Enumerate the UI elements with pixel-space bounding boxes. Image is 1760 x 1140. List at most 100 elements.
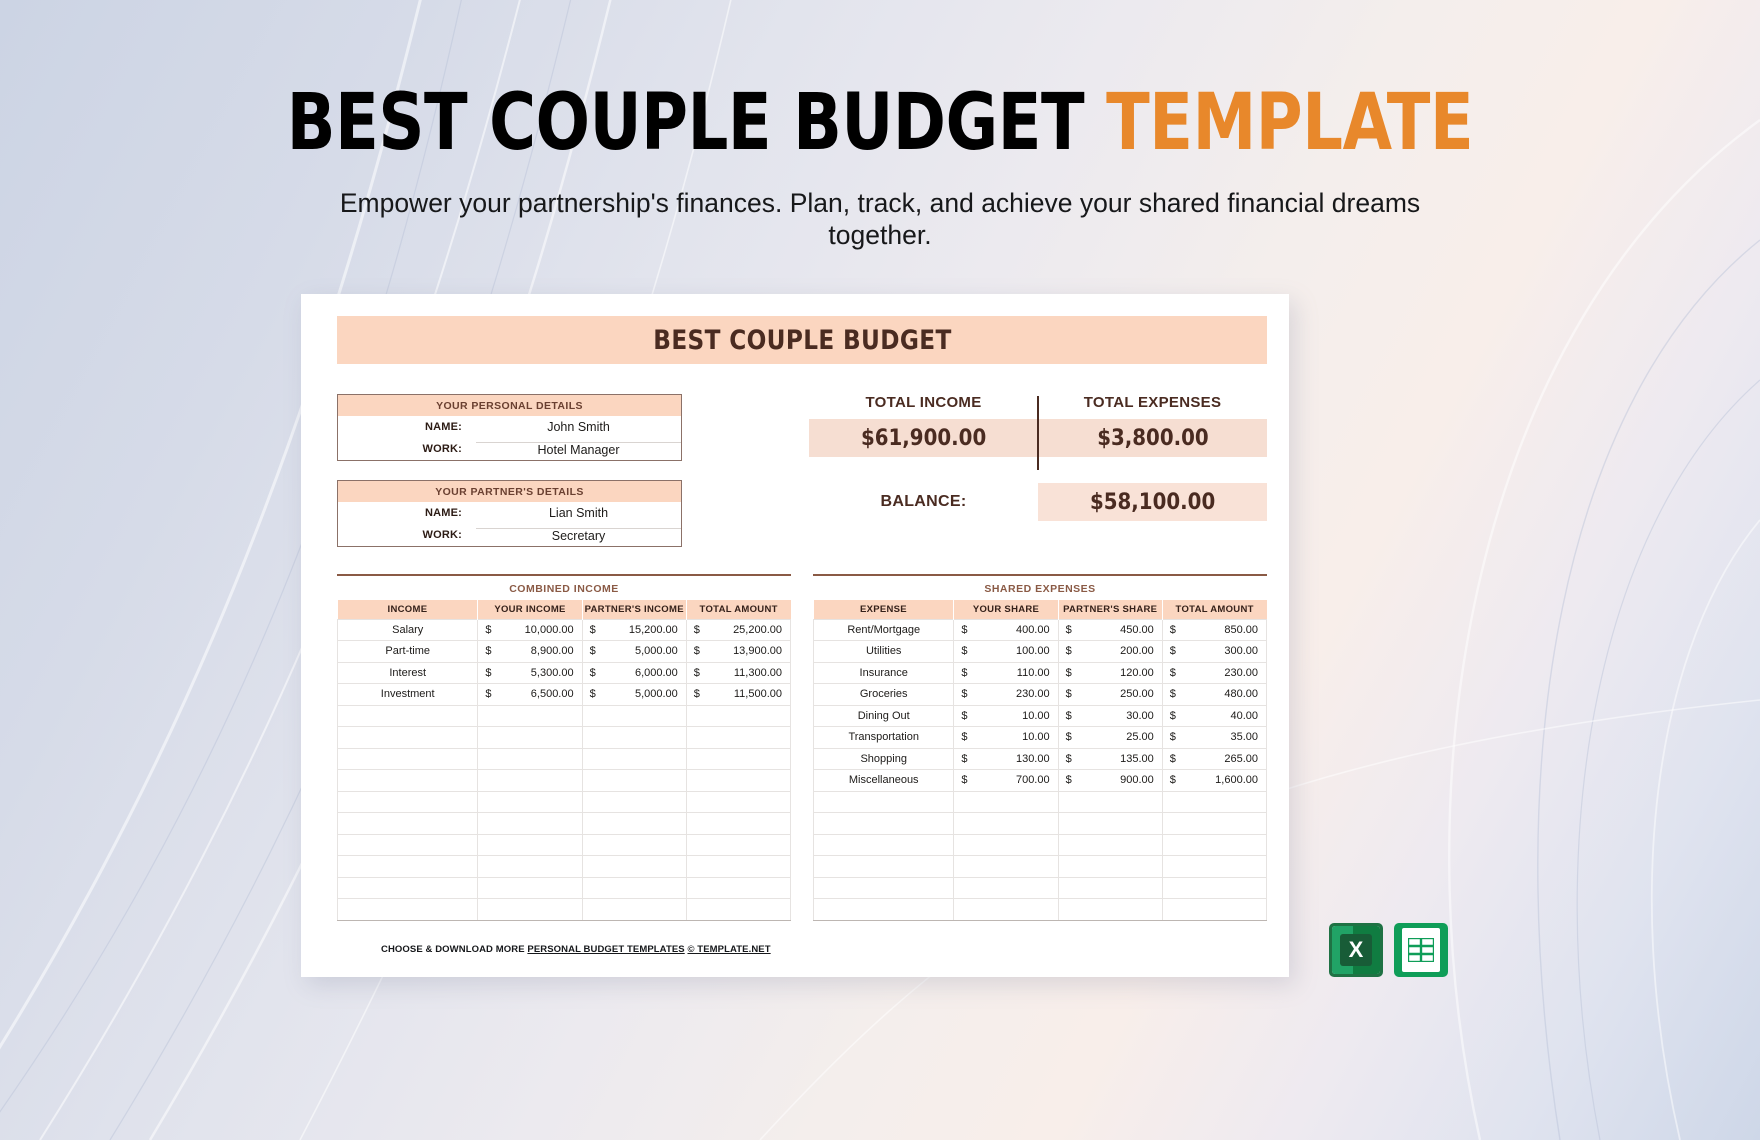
income-row-your[interactable]: [477, 855, 583, 878]
partner-work-value[interactable]: Secretary: [476, 527, 681, 543]
partner-name-value[interactable]: Lian Smith: [548, 506, 609, 520]
expense-row-total[interactable]: $35.00: [1161, 726, 1268, 749]
expense-row-total[interactable]: $1,600.00: [1161, 769, 1268, 792]
income-row-partner[interactable]: $5,000.00: [581, 640, 687, 663]
expense-row-name[interactable]: [812, 898, 955, 921]
income-row-name[interactable]: [336, 769, 479, 792]
income-row-partner[interactable]: $15,200.00: [581, 618, 687, 641]
expense-row-name[interactable]: Transportation: [812, 726, 955, 749]
expense-row-name[interactable]: [812, 833, 955, 856]
expense-row-your[interactable]: $10.00: [953, 726, 1059, 749]
income-row-name[interactable]: [336, 898, 479, 921]
income-row-total[interactable]: $11,500.00: [685, 683, 792, 706]
income-row-your[interactable]: [477, 812, 583, 835]
expense-row-name[interactable]: Shopping: [812, 747, 955, 770]
expense-row-total[interactable]: $850.00: [1161, 618, 1268, 641]
excel-icon[interactable]: X: [1329, 923, 1383, 977]
income-row-name[interactable]: Investment: [336, 683, 479, 706]
income-row-your[interactable]: [477, 898, 583, 921]
expense-row-your[interactable]: $400.00: [953, 618, 1059, 641]
income-row-partner[interactable]: $5,000.00: [581, 683, 687, 706]
income-row-name[interactable]: [336, 704, 479, 727]
expense-row-partner[interactable]: [1057, 898, 1163, 921]
income-row-your[interactable]: [477, 790, 583, 813]
income-row-total[interactable]: [685, 898, 792, 921]
income-row-partner[interactable]: [581, 812, 687, 835]
expense-row-name[interactable]: Miscellaneous: [812, 769, 955, 792]
personal-name-value[interactable]: John Smith: [547, 420, 610, 434]
income-row-your[interactable]: [477, 747, 583, 770]
income-row-partner[interactable]: [581, 769, 687, 792]
income-row-name[interactable]: [336, 833, 479, 856]
expense-row-name[interactable]: Insurance: [812, 661, 955, 684]
income-row-name[interactable]: Interest: [336, 661, 479, 684]
expense-row-partner[interactable]: $135.00: [1057, 747, 1163, 770]
income-row-total[interactable]: [685, 876, 792, 899]
expense-row-total[interactable]: $265.00: [1161, 747, 1268, 770]
income-row-total[interactable]: $25,200.00: [685, 618, 792, 641]
expense-row-your[interactable]: $10.00: [953, 704, 1059, 727]
expense-row-your[interactable]: [953, 790, 1059, 813]
income-row-partner[interactable]: [581, 747, 687, 770]
income-row-name[interactable]: [336, 790, 479, 813]
income-row-partner[interactable]: [581, 704, 687, 727]
income-row-partner[interactable]: [581, 855, 687, 878]
income-row-total[interactable]: [685, 726, 792, 749]
income-row-your[interactable]: $10,000.00: [477, 618, 583, 641]
income-row-name[interactable]: [336, 812, 479, 835]
expense-row-total[interactable]: [1161, 833, 1268, 856]
expense-row-total[interactable]: [1161, 855, 1268, 878]
expense-row-total[interactable]: $300.00: [1161, 640, 1268, 663]
expense-row-name[interactable]: [812, 855, 955, 878]
expense-row-name[interactable]: [812, 790, 955, 813]
expense-row-your[interactable]: [953, 833, 1059, 856]
expense-row-your[interactable]: [953, 855, 1059, 878]
expense-row-your[interactable]: $700.00: [953, 769, 1059, 792]
expense-row-partner[interactable]: $450.00: [1057, 618, 1163, 641]
income-row-your[interactable]: [477, 704, 583, 727]
income-row-total[interactable]: [685, 704, 792, 727]
income-row-partner[interactable]: [581, 726, 687, 749]
expense-row-name[interactable]: Utilities: [812, 640, 955, 663]
expense-row-partner[interactable]: $120.00: [1057, 661, 1163, 684]
expense-row-total[interactable]: [1161, 790, 1268, 813]
expense-row-partner[interactable]: [1057, 812, 1163, 835]
expense-row-partner[interactable]: [1057, 833, 1163, 856]
expense-row-partner[interactable]: $25.00: [1057, 726, 1163, 749]
expense-row-total[interactable]: $230.00: [1161, 661, 1268, 684]
income-row-name[interactable]: [336, 876, 479, 899]
template-net-link[interactable]: © TEMPLATE.NET: [687, 944, 771, 955]
income-row-total[interactable]: [685, 855, 792, 878]
expense-row-your[interactable]: [953, 876, 1059, 899]
income-row-your[interactable]: $6,500.00: [477, 683, 583, 706]
expense-row-name[interactable]: Dining Out: [812, 704, 955, 727]
income-row-your[interactable]: $5,300.00: [477, 661, 583, 684]
income-row-name[interactable]: [336, 855, 479, 878]
income-row-total[interactable]: $13,900.00: [685, 640, 792, 663]
income-row-partner[interactable]: [581, 898, 687, 921]
income-row-your[interactable]: [477, 833, 583, 856]
income-row-your[interactable]: [477, 876, 583, 899]
personal-budget-templates-link[interactable]: PERSONAL BUDGET TEMPLATES: [527, 944, 685, 955]
expense-row-your[interactable]: [953, 898, 1059, 921]
expense-row-name[interactable]: Groceries: [812, 683, 955, 706]
expense-row-total[interactable]: [1161, 898, 1268, 921]
expense-row-partner[interactable]: [1057, 876, 1163, 899]
income-row-partner[interactable]: [581, 833, 687, 856]
expense-row-name[interactable]: [812, 876, 955, 899]
income-row-your[interactable]: [477, 726, 583, 749]
income-row-name[interactable]: Part-time: [336, 640, 479, 663]
expense-row-total[interactable]: [1161, 876, 1268, 899]
expense-row-partner[interactable]: $250.00: [1057, 683, 1163, 706]
expense-row-total[interactable]: [1161, 812, 1268, 835]
expense-row-your[interactable]: $110.00: [953, 661, 1059, 684]
income-row-your[interactable]: [477, 769, 583, 792]
income-row-name[interactable]: [336, 726, 479, 749]
expense-row-partner[interactable]: [1057, 790, 1163, 813]
income-row-total[interactable]: [685, 769, 792, 792]
expense-row-name[interactable]: Rent/Mortgage: [812, 618, 955, 641]
expense-row-your[interactable]: $230.00: [953, 683, 1059, 706]
expense-row-your[interactable]: [953, 812, 1059, 835]
income-row-total[interactable]: [685, 747, 792, 770]
income-row-total[interactable]: $11,300.00: [685, 661, 792, 684]
